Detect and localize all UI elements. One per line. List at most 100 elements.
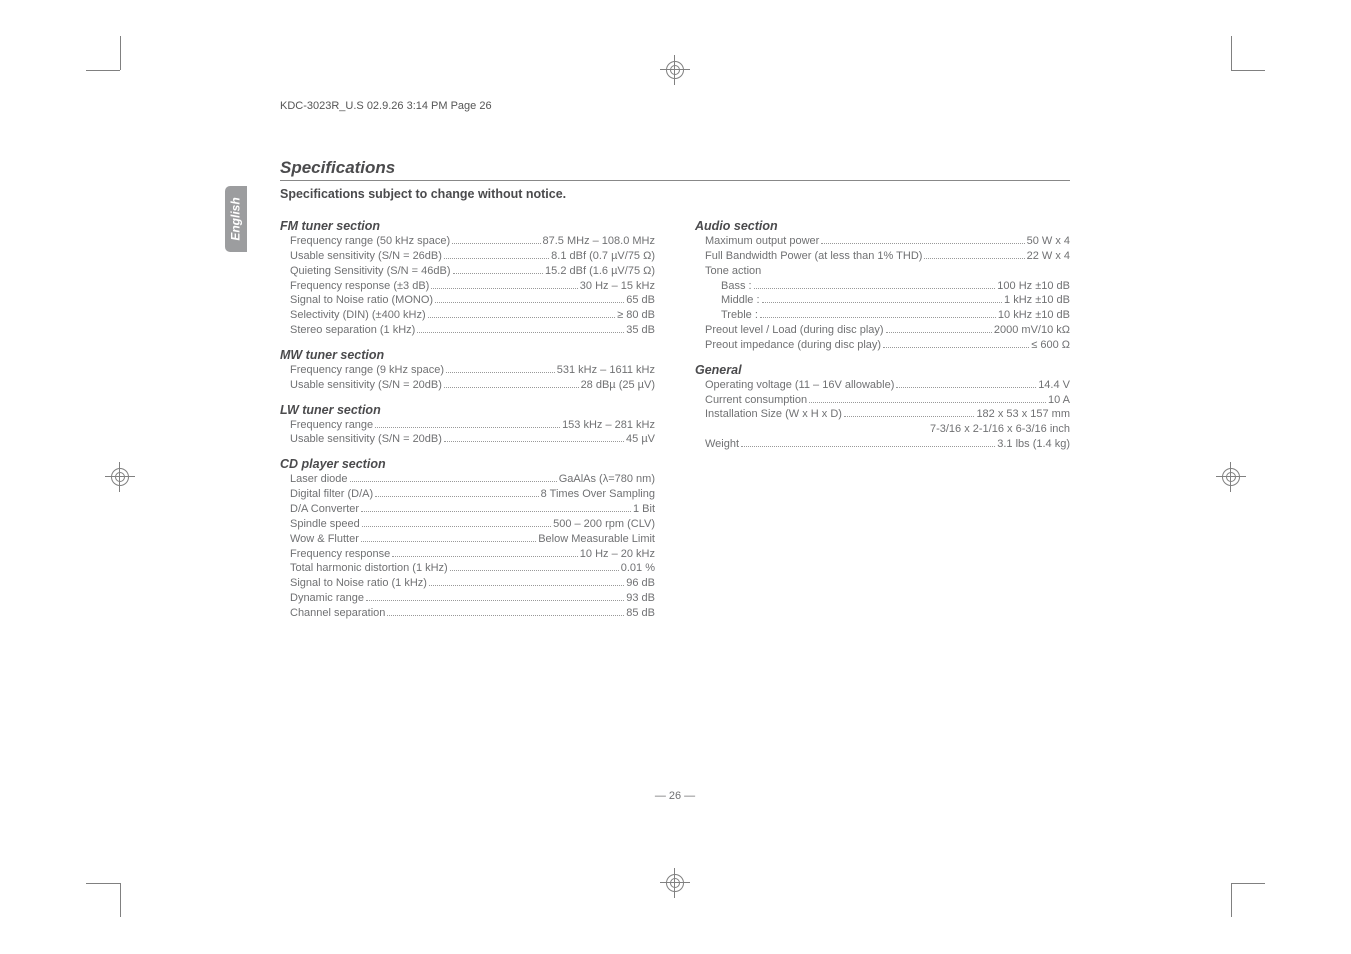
spec-value: 153 kHz – 281 kHz	[562, 418, 655, 433]
spec-row: Full Bandwidth Power (at less than 1% TH…	[695, 249, 1070, 264]
leader-dots	[444, 258, 549, 259]
spec-value: ≤ 600 Ω	[1031, 338, 1070, 353]
spec-label: Frequency range (9 kHz space)	[290, 363, 444, 378]
section-heading: FM tuner section	[280, 219, 655, 233]
spec-label: Usable sensitivity (S/N = 20dB)	[290, 432, 442, 447]
spec-label: Frequency response (±3 dB)	[290, 279, 429, 294]
leader-dots	[362, 526, 551, 527]
spec-row: Signal to Noise ratio (MONO)65 dB	[280, 293, 655, 308]
spec-row: Middle :1 kHz ±10 dB	[695, 293, 1070, 308]
spec-label: Signal to Noise ratio (MONO)	[290, 293, 433, 308]
language-tab: English	[225, 186, 247, 252]
spec-value: ≥ 80 dB	[617, 308, 655, 323]
spec-label: Total harmonic distortion (1 kHz)	[290, 561, 448, 576]
spec-row: Preout impedance (during disc play) ≤ 600…	[695, 338, 1070, 353]
spec-row: Maximum output power 50 W x 4	[695, 234, 1070, 249]
spec-label: Preout level / Load (during disc play)	[705, 323, 884, 338]
leader-dots	[387, 615, 624, 616]
spec-label: Frequency response	[290, 547, 390, 562]
leader-dots	[375, 427, 560, 428]
spec-row: Weight3.1 lbs (1.4 kg)	[695, 437, 1070, 452]
spec-row: Current consumption10 A	[695, 393, 1070, 408]
spec-row: Laser diode GaAlAs (λ=780 nm)	[280, 472, 655, 487]
leader-dots	[375, 496, 539, 497]
spec-value: 10 kHz ±10 dB	[998, 308, 1070, 323]
spec-value: 96 dB	[626, 576, 655, 591]
spec-row: 7-3/16 x 2-1/16 x 6-3/16 inch	[695, 422, 1070, 437]
spec-label: Laser diode	[290, 472, 348, 487]
right-column: Audio sectionMaximum output power 50 W x …	[695, 209, 1070, 621]
spec-row: Usable sensitivity (S/N = 20dB)45 µV	[280, 432, 655, 447]
spec-label: Channel separation	[290, 606, 385, 621]
spec-label: Tone action	[705, 264, 761, 279]
spec-value: Below Measurable Limit	[538, 532, 655, 547]
leader-dots	[924, 258, 1024, 259]
spec-value: 8.1 dBf (0.7 µV/75 Ω)	[551, 249, 655, 264]
spec-value: 15.2 dBf (1.6 µV/75 Ω)	[545, 264, 655, 279]
leader-dots	[741, 446, 995, 447]
spec-row: Digital filter (D/A) 8 Times Over Samplin…	[280, 487, 655, 502]
spec-value: 3.1 lbs (1.4 kg)	[997, 437, 1070, 452]
leader-dots	[821, 243, 1024, 244]
spec-value: 0.01 %	[621, 561, 655, 576]
spec-label: Preout impedance (during disc play)	[705, 338, 881, 353]
registration-mark	[1216, 462, 1246, 492]
spec-value: 500 – 200 rpm (CLV)	[553, 517, 655, 532]
spec-label: D/A Converter	[290, 502, 359, 517]
section-heading: CD player section	[280, 457, 655, 471]
left-column: FM tuner sectionFrequency range (50 kHz …	[280, 209, 655, 621]
spec-row: Spindle speed500 – 200 rpm (CLV)	[280, 517, 655, 532]
spec-row: D/A Converter1 Bit	[280, 502, 655, 517]
leader-dots	[886, 332, 992, 333]
crop-mark	[1231, 883, 1232, 917]
spec-row: Operating voltage (11 – 16V allowable)14…	[695, 378, 1070, 393]
spec-label: Signal to Noise ratio (1 kHz)	[290, 576, 427, 591]
page-subtitle: Specifications subject to change without…	[280, 187, 1070, 201]
language-label: English	[229, 197, 243, 240]
leader-dots	[453, 273, 544, 274]
leader-dots	[417, 332, 624, 333]
section-heading: MW tuner section	[280, 348, 655, 362]
spec-label: Selectivity (DIN) (±400 kHz)	[290, 308, 426, 323]
spec-value: 35 dB	[626, 323, 655, 338]
spec-value: 531 kHz – 1611 kHz	[557, 363, 655, 378]
spec-row: Stereo separation (1 kHz)35 dB	[280, 323, 655, 338]
spec-value: 50 W x 4	[1027, 234, 1070, 249]
spec-value: 182 x 53 x 157 mm	[976, 407, 1070, 422]
spec-row: Total harmonic distortion (1 kHz) 0.01 %	[280, 561, 655, 576]
leader-dots	[361, 511, 631, 512]
spec-row: Installation Size (W x H x D)182 x 53 x …	[695, 407, 1070, 422]
page-content: KDC-3023R_U.S 02.9.26 3:14 PM Page 26 Sp…	[280, 100, 1070, 621]
spec-value: 28 dBµ (25 µV)	[581, 378, 655, 393]
spec-label: Frequency range (50 kHz space)	[290, 234, 450, 249]
spec-value: 10 Hz – 20 kHz	[580, 547, 655, 562]
spec-row: Preout level / Load (during disc play)20…	[695, 323, 1070, 338]
spec-label: Maximum output power	[705, 234, 819, 249]
leader-dots	[366, 600, 624, 601]
spec-row: Frequency range153 kHz – 281 kHz	[280, 418, 655, 433]
spec-value: 8 Times Over Sampling	[541, 487, 655, 502]
spec-row: Dynamic range 93 dB	[280, 591, 655, 606]
leader-dots	[444, 441, 624, 442]
spec-label: Wow & Flutter	[290, 532, 359, 547]
leader-dots	[896, 387, 1036, 388]
spec-row: Quieting Sensitivity (S/N = 46dB) 15.2 dB…	[280, 264, 655, 279]
leader-dots	[350, 481, 557, 482]
spec-label: Dynamic range	[290, 591, 364, 606]
spec-label: Digital filter (D/A)	[290, 487, 373, 502]
spec-value: 93 dB	[626, 591, 655, 606]
spec-label: Quieting Sensitivity (S/N = 46dB)	[290, 264, 451, 279]
spec-row: Usable sensitivity (S/N = 20dB)28 dBµ (2…	[280, 378, 655, 393]
leader-dots	[431, 288, 577, 289]
spec-row: Channel separation85 dB	[280, 606, 655, 621]
registration-mark	[105, 462, 135, 492]
leader-dots	[429, 585, 624, 586]
crop-mark	[1231, 70, 1265, 71]
leader-dots	[844, 416, 975, 417]
spec-label: Usable sensitivity (S/N = 26dB)	[290, 249, 442, 264]
section-heading: Audio section	[695, 219, 1070, 233]
spec-value: 1 kHz ±10 dB	[1004, 293, 1070, 308]
leader-dots	[450, 570, 619, 571]
spec-value: GaAlAs (λ=780 nm)	[559, 472, 655, 487]
section-heading: LW tuner section	[280, 403, 655, 417]
